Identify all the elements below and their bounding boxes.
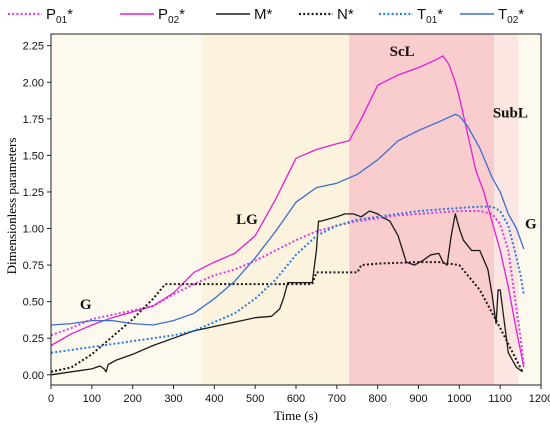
y-tick-label-9: 2.25 [23, 41, 44, 53]
y-tick-label-4: 1.00 [23, 224, 44, 236]
series-line-t02 [50, 113, 525, 326]
x-tick-label-9: 900 [409, 393, 427, 405]
region-label-2: ScL [390, 44, 415, 60]
x-tick-label-10: 1000 [447, 393, 471, 405]
legend-label-1: P02* [158, 6, 185, 26]
x-tick-label-11: 1100 [488, 393, 512, 405]
phase-region-4 [518, 34, 541, 385]
x-tick-label-3: 300 [164, 393, 182, 405]
y-tick-label-5: 1.25 [23, 187, 44, 199]
x-tick-label-7: 700 [328, 393, 346, 405]
y-tick-label-6: 1.50 [23, 150, 44, 162]
axes: 0 100 200 300 400 500 600 700 800 900 1000 1100 120 0… [23, 33, 550, 405]
legend-label-2: M* [254, 6, 273, 23]
region-label-0: G [80, 297, 92, 313]
y-tick-label-2: 0.50 [23, 297, 44, 309]
phase-regions [51, 34, 541, 385]
x-tick-label-4: 400 [205, 393, 223, 405]
x-tick-label-8: 800 [368, 393, 386, 405]
legend-label-4: T01* [417, 6, 443, 26]
series-line-m [50, 210, 523, 376]
region-labels: G LG ScL SubL G [80, 44, 537, 313]
series-line-n [50, 261, 524, 373]
x-tick-label-5: 500 [246, 393, 264, 405]
series-line-p02 [50, 55, 525, 368]
x-tick-label-1: 100 [83, 393, 101, 405]
legend-label-5: T02* [498, 6, 524, 26]
phase-region-2 [349, 34, 495, 385]
legend: P01* P02* M* N* T01* T02* [8, 6, 524, 26]
series-lines [50, 55, 525, 376]
x-axis-label: Time (s) [274, 408, 318, 423]
x-tick-label-6: 600 [287, 393, 305, 405]
x-tick-label-0: 0 [48, 393, 54, 405]
y-tick-label-1: 0.25 [23, 333, 44, 345]
series-line-p01 [50, 210, 525, 365]
phase-region-1 [202, 34, 350, 385]
y-tick-label-0: 0.00 [23, 370, 44, 382]
legend-label-0: P01* [46, 6, 73, 26]
region-label-1: LG [236, 212, 258, 228]
x-tick-label-2: 200 [123, 393, 141, 405]
legend-label-3: N* [337, 6, 354, 23]
y-tick-label-7: 1.75 [23, 114, 44, 126]
series-line-t01 [50, 205, 525, 354]
y-tick-label-8: 2.00 [23, 77, 44, 89]
region-label-3: SubL [493, 105, 528, 121]
y-tick-label-3: 0.75 [23, 260, 44, 272]
region-label-4: G [525, 217, 537, 233]
y-axis-label: Dimensionless parameters [4, 138, 19, 275]
